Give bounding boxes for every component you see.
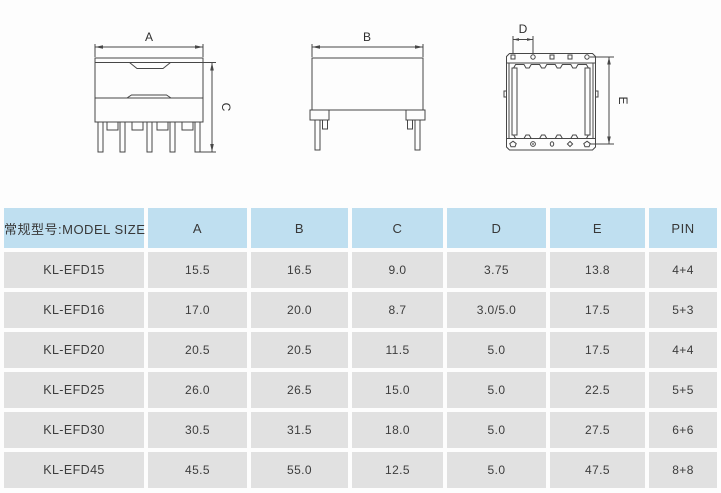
value-b: 31.5 <box>251 412 348 448</box>
value-c: 15.0 <box>352 372 443 408</box>
value-pin: 5+3 <box>649 292 717 328</box>
col-header-d: D <box>447 208 546 248</box>
col-header-model: 常规型号:MODEL SIZE <box>4 208 145 248</box>
value-b: 55.0 <box>251 452 348 488</box>
value-d: 3.0/5.0 <box>447 292 546 328</box>
value-b: 20.0 <box>251 292 348 328</box>
value-c: 12.5 <box>352 452 443 488</box>
top-right-rail <box>584 67 591 136</box>
table-row: KL-EFD25 26.0 26.5 15.0 5.0 22.5 5+5 <box>4 372 717 408</box>
dimension-d: D <box>512 22 534 54</box>
side-body <box>311 57 424 111</box>
col-header-a: A <box>148 208 247 248</box>
value-a: 20.5 <box>148 332 247 368</box>
value-a: 30.5 <box>148 412 247 448</box>
dimension-c: C <box>200 62 233 153</box>
front-pins <box>97 121 201 153</box>
dim-label-b: B <box>363 30 371 44</box>
value-e: 22.5 <box>550 372 645 408</box>
value-pin: 8+8 <box>649 452 717 488</box>
value-e: 47.5 <box>550 452 645 488</box>
side-view-drawing: B <box>309 30 426 151</box>
side-pins <box>314 119 421 151</box>
col-header-pin: PIN <box>649 208 717 248</box>
model-cell: KL-EFD16 <box>4 292 144 328</box>
bottom-flange-holes <box>509 140 591 148</box>
table-header-row: 常规型号:MODEL SIZE A B C D E PIN <box>4 208 717 248</box>
model-cell: KL-EFD25 <box>4 372 144 408</box>
top-outline <box>506 53 596 151</box>
value-a: 17.0 <box>148 292 247 328</box>
top-view-drawing: D E <box>503 22 630 151</box>
col-header-e: E <box>550 208 645 248</box>
dimension-b: B <box>311 30 424 57</box>
dimension-e: E <box>590 56 630 145</box>
table-row: KL-EFD15 15.5 16.5 9.0 3.75 13.8 4+4 <box>4 252 717 288</box>
value-c: 9.0 <box>352 252 443 288</box>
value-b: 20.5 <box>251 332 348 368</box>
value-b: 26.5 <box>251 372 348 408</box>
table-row: KL-EFD45 45.5 55.0 12.5 5.0 47.5 8+8 <box>4 452 717 488</box>
value-c: 11.5 <box>352 332 443 368</box>
dim-label-e: E <box>616 96 630 104</box>
model-cell: KL-EFD45 <box>4 452 144 488</box>
front-feet <box>106 121 194 131</box>
value-pin: 5+5 <box>649 372 717 408</box>
value-e: 17.5 <box>550 292 645 328</box>
value-pin: 4+4 <box>649 252 717 288</box>
model-size-table: 常规型号:MODEL SIZE A B C D E PIN KL-EFD15 1… <box>0 204 721 492</box>
value-a: 26.0 <box>148 372 247 408</box>
value-c: 18.0 <box>352 412 443 448</box>
table-row: KL-EFD16 17.0 20.0 8.7 3.0/5.0 17.5 5+3 <box>4 292 717 328</box>
table-row: KL-EFD20 20.5 20.5 11.5 5.0 17.5 4+4 <box>4 332 717 368</box>
front-body <box>94 57 204 123</box>
model-cell: KL-EFD15 <box>4 252 144 288</box>
dim-label-a: A <box>145 30 153 44</box>
value-a: 45.5 <box>148 452 247 488</box>
value-d: 5.0 <box>447 412 546 448</box>
value-e: 17.5 <box>550 332 645 368</box>
value-a: 15.5 <box>148 252 247 288</box>
dim-label-d: D <box>519 22 528 36</box>
model-cell: KL-EFD30 <box>4 412 144 448</box>
technical-drawings: A <box>0 0 721 204</box>
top-left-rail <box>511 67 518 136</box>
value-e: 13.8 <box>550 252 645 288</box>
value-d: 5.0 <box>447 372 546 408</box>
top-flange-holes <box>510 54 590 60</box>
value-d: 3.75 <box>447 252 546 288</box>
table-row: KL-EFD30 30.5 31.5 18.0 5.0 27.5 6+6 <box>4 412 717 448</box>
value-pin: 4+4 <box>649 332 717 368</box>
col-header-b: B <box>251 208 348 248</box>
model-cell: KL-EFD20 <box>4 332 144 368</box>
dimension-a: A <box>94 30 204 57</box>
value-e: 27.5 <box>550 412 645 448</box>
value-pin: 6+6 <box>649 412 717 448</box>
dim-label-c: C <box>219 103 233 112</box>
value-d: 5.0 <box>447 332 546 368</box>
col-header-c: C <box>352 208 443 248</box>
value-d: 5.0 <box>447 452 546 488</box>
value-c: 8.7 <box>352 292 443 328</box>
side-feet <box>309 109 426 121</box>
front-view-drawing: A <box>94 30 233 153</box>
value-b: 16.5 <box>251 252 348 288</box>
bobbin-drawing-svg: A <box>94 22 630 153</box>
